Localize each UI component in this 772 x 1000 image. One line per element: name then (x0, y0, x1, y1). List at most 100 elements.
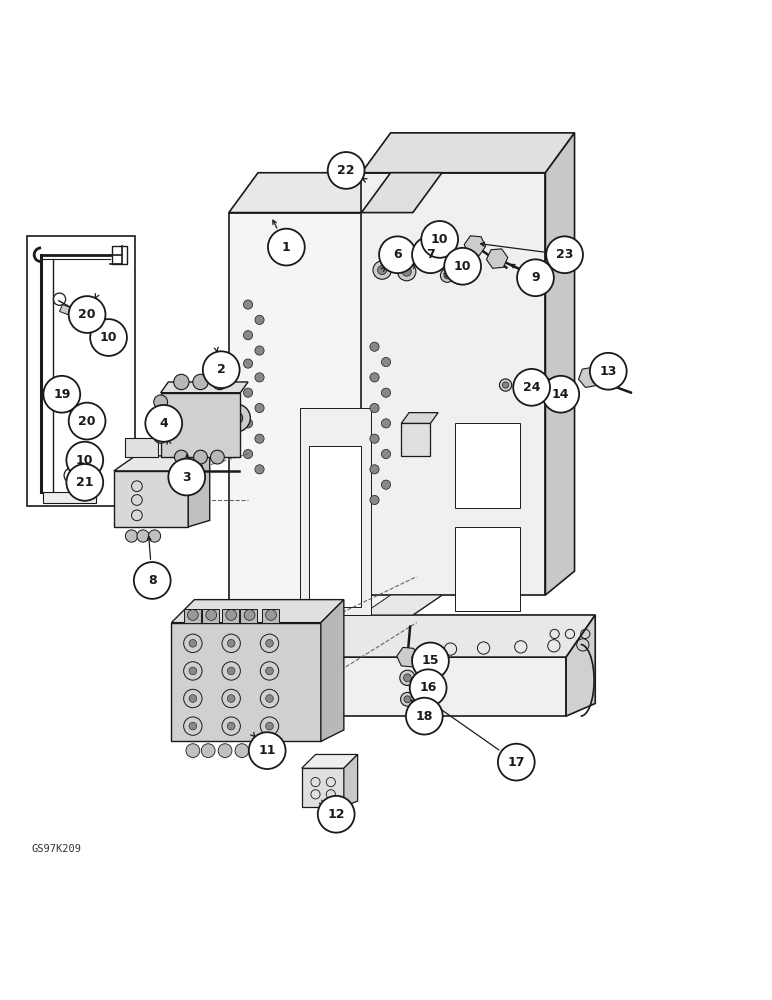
Circle shape (412, 643, 449, 679)
Circle shape (370, 495, 379, 505)
Circle shape (125, 530, 137, 542)
Circle shape (410, 669, 446, 706)
Text: 1: 1 (282, 241, 291, 254)
Circle shape (230, 412, 242, 424)
Text: 9: 9 (531, 271, 540, 284)
Circle shape (404, 674, 411, 682)
Circle shape (189, 722, 197, 730)
Circle shape (227, 667, 235, 675)
Polygon shape (566, 615, 595, 716)
Bar (27, 236, 134, 506)
Bar (202, 609, 219, 623)
Circle shape (235, 744, 249, 758)
Circle shape (226, 610, 236, 620)
Circle shape (381, 480, 391, 489)
Bar (302, 768, 344, 807)
Circle shape (145, 405, 182, 442)
Circle shape (404, 696, 411, 703)
Bar (125, 438, 157, 457)
Circle shape (201, 744, 215, 758)
Circle shape (243, 419, 252, 428)
Text: 10: 10 (76, 454, 93, 467)
Text: 10: 10 (431, 233, 449, 246)
Circle shape (266, 722, 273, 730)
Circle shape (545, 385, 552, 393)
Circle shape (193, 374, 208, 390)
Circle shape (134, 562, 171, 599)
Circle shape (513, 369, 550, 406)
Polygon shape (413, 173, 442, 615)
Circle shape (174, 450, 188, 464)
Polygon shape (161, 382, 248, 393)
Circle shape (266, 639, 273, 647)
Circle shape (370, 342, 379, 351)
Text: 3: 3 (182, 471, 191, 484)
Circle shape (444, 272, 451, 279)
Bar (114, 471, 188, 527)
Bar (161, 393, 240, 457)
Circle shape (412, 236, 449, 273)
Circle shape (541, 381, 556, 397)
Polygon shape (321, 600, 344, 741)
Circle shape (43, 376, 80, 413)
Text: 20: 20 (78, 308, 96, 321)
Circle shape (444, 248, 481, 285)
Circle shape (168, 459, 205, 495)
Circle shape (211, 450, 225, 464)
Text: 17: 17 (507, 756, 525, 769)
Circle shape (227, 722, 235, 730)
Circle shape (370, 403, 379, 413)
Circle shape (268, 229, 305, 265)
Circle shape (212, 374, 227, 390)
Text: 18: 18 (415, 710, 433, 723)
Text: 10: 10 (100, 331, 117, 344)
Circle shape (194, 450, 208, 464)
Polygon shape (546, 133, 574, 595)
Circle shape (381, 419, 391, 428)
Circle shape (255, 373, 264, 382)
Bar (455, 527, 520, 611)
Bar (300, 408, 371, 615)
Circle shape (378, 265, 387, 275)
Text: 8: 8 (148, 574, 157, 587)
Circle shape (154, 429, 168, 443)
Circle shape (244, 610, 255, 620)
Bar (184, 609, 201, 623)
Bar (171, 623, 321, 741)
Text: 16: 16 (419, 681, 437, 694)
Circle shape (69, 296, 106, 333)
Circle shape (543, 376, 579, 413)
Circle shape (370, 465, 379, 474)
Polygon shape (188, 456, 210, 527)
Text: 20: 20 (78, 415, 96, 428)
Polygon shape (344, 754, 357, 807)
Circle shape (174, 374, 189, 390)
Circle shape (154, 395, 168, 409)
Circle shape (255, 434, 264, 443)
Circle shape (90, 319, 127, 356)
Circle shape (266, 695, 273, 702)
Polygon shape (229, 173, 442, 213)
Polygon shape (361, 133, 574, 173)
Bar (262, 609, 279, 623)
Circle shape (255, 315, 264, 324)
Circle shape (243, 449, 252, 459)
Circle shape (398, 262, 416, 281)
Circle shape (422, 221, 458, 258)
Circle shape (189, 667, 197, 675)
Circle shape (381, 388, 391, 397)
Circle shape (189, 695, 197, 702)
Circle shape (498, 744, 535, 781)
Text: 12: 12 (327, 808, 345, 821)
Text: 21: 21 (76, 476, 93, 489)
Text: 22: 22 (337, 164, 355, 177)
Text: 15: 15 (422, 654, 439, 667)
Circle shape (400, 670, 415, 685)
Bar (361, 173, 546, 595)
Text: 19: 19 (53, 388, 70, 401)
Circle shape (381, 357, 391, 367)
Circle shape (370, 434, 379, 443)
Circle shape (186, 744, 200, 758)
Polygon shape (361, 173, 442, 213)
Circle shape (422, 249, 428, 256)
